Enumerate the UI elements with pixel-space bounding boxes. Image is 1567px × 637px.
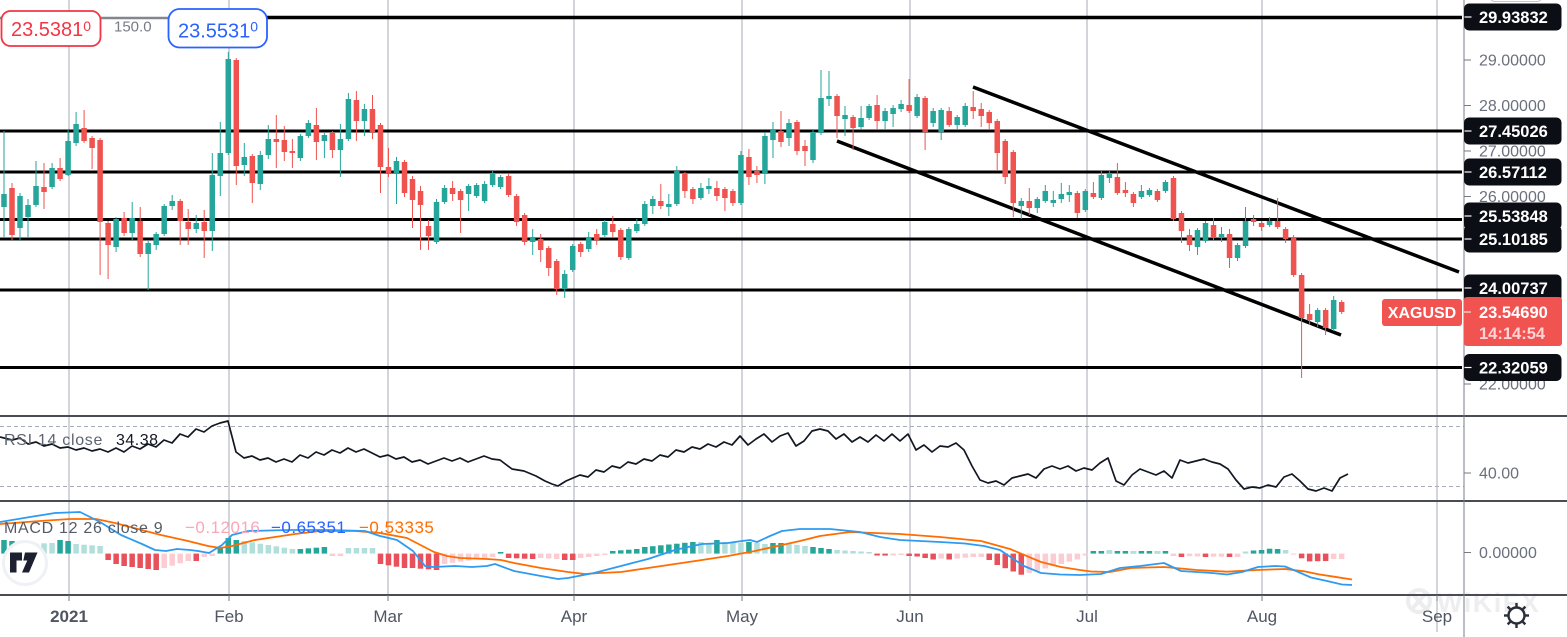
svg-text:29.00000: 29.00000 — [1479, 53, 1546, 70]
svg-text:Jul: Jul — [1076, 607, 1098, 626]
svg-text:22.32059: 22.32059 — [1479, 360, 1548, 378]
svg-text:−0.12016: −0.12016 — [185, 518, 260, 537]
svg-text:Apr: Apr — [561, 607, 588, 626]
svg-text:23.53810: 23.53810 — [11, 18, 91, 41]
svg-text:25.10185: 25.10185 — [1479, 231, 1548, 249]
svg-text:25.53848: 25.53848 — [1479, 208, 1548, 226]
svg-text:−0.65351: −0.65351 — [271, 518, 346, 537]
svg-text:28.00000: 28.00000 — [1479, 98, 1546, 115]
svg-text:Jun: Jun — [896, 607, 923, 626]
svg-text:−0.53335: −0.53335 — [359, 518, 434, 537]
svg-text:WiKiFX: WiKiFX — [1437, 588, 1540, 618]
svg-text:Aug: Aug — [1247, 607, 1277, 626]
svg-text:27.00000: 27.00000 — [1479, 144, 1546, 161]
svg-text:23.54690: 23.54690 — [1479, 304, 1548, 322]
svg-text:Sep: Sep — [1422, 607, 1452, 626]
svg-text:Mar: Mar — [373, 607, 403, 626]
svg-text:14:14:54: 14:14:54 — [1479, 325, 1546, 343]
svg-text:40.00: 40.00 — [1479, 466, 1519, 483]
svg-text:May: May — [726, 607, 759, 626]
svg-text:23.55310: 23.55310 — [178, 19, 258, 43]
svg-text:XAGUSD: XAGUSD — [1388, 305, 1456, 322]
svg-text:26.57112: 26.57112 — [1479, 164, 1547, 182]
svg-text:2021: 2021 — [50, 607, 88, 626]
svg-text:27.45026: 27.45026 — [1479, 123, 1548, 141]
svg-text:24.00737: 24.00737 — [1479, 280, 1548, 298]
svg-text:RSI 14 close: RSI 14 close — [4, 432, 103, 449]
svg-text:150.0: 150.0 — [114, 19, 152, 36]
svg-text:MACD 12 26 close 9: MACD 12 26 close 9 — [4, 520, 163, 537]
svg-text:Feb: Feb — [214, 607, 243, 626]
svg-text:34.38: 34.38 — [116, 432, 159, 449]
svg-text:26.00000: 26.00000 — [1479, 189, 1546, 206]
svg-text:0.00000: 0.00000 — [1479, 545, 1537, 562]
svg-text:29.93832: 29.93832 — [1479, 9, 1548, 27]
